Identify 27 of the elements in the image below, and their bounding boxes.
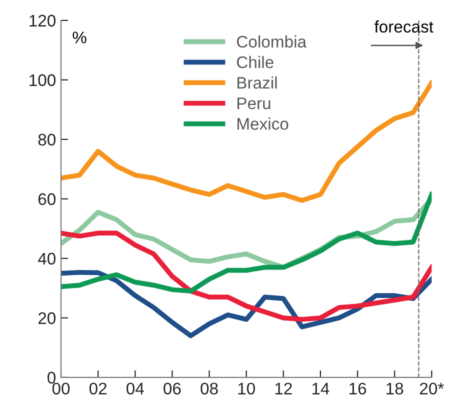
line-series bbox=[61, 230, 432, 322]
x-tick-label: 08 bbox=[200, 382, 218, 395]
y-tick-label: 100 bbox=[30, 74, 56, 86]
y-tick-label: 0 bbox=[48, 372, 56, 384]
x-tick-label: 02 bbox=[89, 382, 107, 395]
legend-label: Chile bbox=[236, 56, 274, 68]
x-tick-label: 14 bbox=[312, 382, 330, 394]
x-tick-label: 10 bbox=[238, 382, 255, 395]
x-tick-label: 18 bbox=[386, 382, 404, 395]
y-tick-label: 40 bbox=[38, 252, 56, 265]
x-tick-label: 00 bbox=[52, 382, 70, 395]
y-axis-title: % bbox=[72, 32, 86, 44]
ref-line-label: forecast bbox=[374, 20, 434, 33]
y-tick-label: 20 bbox=[38, 312, 56, 324]
y-tick-label: 120 bbox=[30, 14, 56, 27]
x-tick-label: 16 bbox=[350, 382, 366, 395]
x-tick-label: 20* bbox=[420, 382, 444, 395]
legend-label: Colombia bbox=[236, 35, 307, 48]
x-tick-label: 04 bbox=[126, 382, 144, 395]
legend-label: Mexico bbox=[238, 118, 288, 130]
line-series bbox=[61, 192, 432, 294]
legend-label: Peru bbox=[238, 98, 270, 110]
x-tick-label: 12 bbox=[275, 382, 292, 394]
y-tick-label: 80 bbox=[38, 134, 56, 146]
y-tick-label: 60 bbox=[38, 193, 56, 206]
x-tick-label: 06 bbox=[164, 382, 181, 395]
legend-label: Brazil bbox=[238, 76, 277, 89]
